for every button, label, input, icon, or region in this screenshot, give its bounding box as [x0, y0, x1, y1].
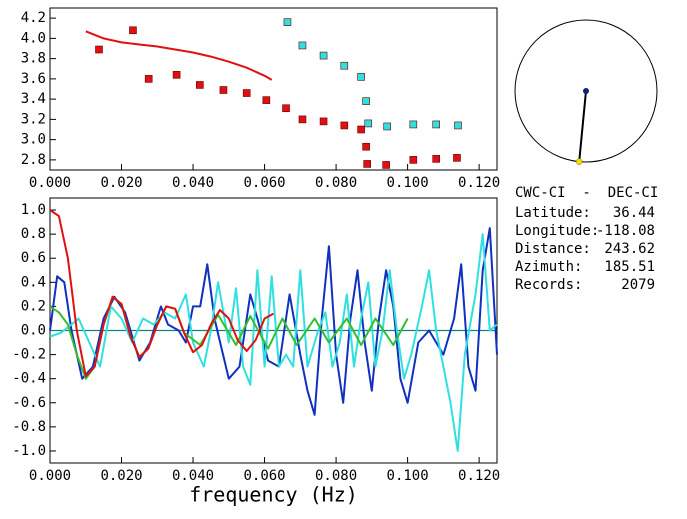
x-tick-label: 0.000: [29, 175, 71, 191]
info-value: 2079: [621, 277, 655, 293]
point: [362, 142, 370, 151]
plot-frame: [49, 7, 498, 171]
point: [95, 45, 103, 54]
y-tick-label: -1.0: [12, 443, 46, 459]
y-tick-label: 0.8: [21, 226, 46, 242]
x-tick-label: 0.100: [387, 468, 429, 484]
compass-circle: [514, 19, 658, 163]
point: [340, 121, 349, 130]
info-label: Latitude:: [515, 205, 591, 221]
x-tick-label: 0.120: [458, 175, 500, 191]
y-tick-label: 4.0: [21, 30, 46, 46]
info-value: 185.51: [604, 259, 655, 275]
point: [453, 154, 461, 162]
x-tick-label: 0.040: [172, 175, 214, 191]
azimuth-line: [578, 90, 587, 162]
x-tick-label: 0.080: [315, 468, 357, 484]
y-tick-label: 1.0: [21, 202, 46, 218]
y-tick-label: 3.2: [21, 111, 46, 127]
point: [196, 81, 204, 89]
point: [144, 75, 153, 83]
point: [298, 115, 307, 124]
y-tick-label: 0.4: [21, 274, 46, 290]
x-axis-label: frequency (Hz): [189, 483, 358, 507]
y-tick-label: 3.8: [21, 51, 46, 67]
y-tick-label: 3.4: [21, 91, 46, 107]
station-pair: CWC-CI - DEC-CI: [515, 185, 658, 201]
point: [362, 97, 370, 105]
x-tick-label: 0.060: [243, 468, 285, 484]
point: [242, 89, 251, 97]
x-tick-label: 0.080: [315, 175, 357, 191]
x-tick-label: 0.020: [100, 175, 142, 191]
point: [319, 117, 328, 126]
y-tick-label: -0.8: [12, 419, 46, 435]
y-tick-label: 3.0: [21, 132, 46, 148]
y-tick-label: 0.2: [21, 298, 46, 314]
station-dot: [583, 88, 589, 94]
point: [262, 96, 271, 104]
point: [172, 71, 181, 79]
info-label: Azimuth:: [515, 259, 582, 275]
point: [357, 73, 365, 81]
info-value: -118.08: [596, 223, 655, 239]
point: [340, 61, 349, 70]
point: [282, 104, 290, 113]
x-tick-label: 0.020: [100, 468, 142, 484]
point: [129, 26, 137, 35]
y-tick-label: 4.2: [21, 10, 46, 26]
point: [357, 125, 365, 134]
point: [432, 120, 441, 129]
point: [319, 51, 328, 60]
y-tick-label: -0.2: [12, 347, 46, 363]
x-tick-label: 0.100: [387, 175, 429, 191]
point: [363, 160, 371, 168]
series-line: [49, 209, 274, 378]
point: [454, 121, 462, 130]
x-tick-label: 0.040: [172, 468, 214, 484]
point: [409, 156, 418, 164]
info-label: Distance:: [515, 241, 591, 257]
x-tick-label: 0.000: [29, 468, 71, 484]
y-tick-label: 3.6: [21, 71, 46, 87]
series-line: [85, 30, 273, 81]
y-tick-label: 2.8: [21, 152, 46, 168]
point: [382, 161, 390, 169]
x-tick-label: 0.120: [458, 468, 500, 484]
point: [409, 120, 418, 129]
point: [432, 155, 441, 163]
info-value: 36.44: [613, 205, 655, 221]
series-line: [49, 227, 498, 416]
y-tick-label: 0.6: [21, 250, 46, 266]
x-tick-label: 0.060: [243, 175, 285, 191]
point: [364, 119, 373, 128]
series-line: [49, 233, 498, 452]
info-label: Records:: [515, 277, 582, 293]
point: [298, 41, 307, 50]
y-tick-label: -0.6: [12, 395, 46, 411]
point: [219, 86, 228, 94]
y-tick-label: -0.4: [12, 371, 46, 387]
point: [283, 18, 292, 26]
y-tick-label: 0.0: [21, 323, 46, 339]
source-dot: [575, 158, 583, 165]
info-label: Longitude:: [515, 223, 599, 239]
point: [383, 122, 392, 131]
info-value: 243.62: [604, 241, 655, 257]
